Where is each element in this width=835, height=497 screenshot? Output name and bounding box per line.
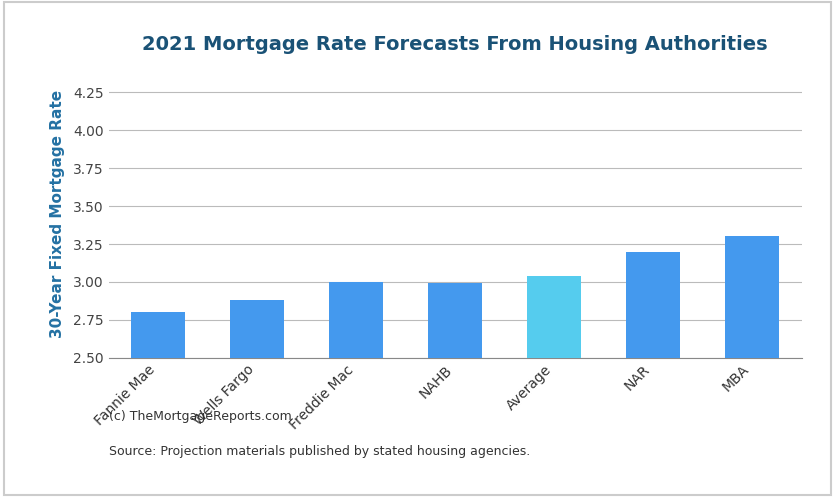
Bar xyxy=(230,300,284,497)
Y-axis label: 30-Year Fixed Mortgage Rate: 30-Year Fixed Mortgage Rate xyxy=(50,89,65,338)
Bar xyxy=(725,237,779,497)
Text: (c) TheMortgageReports.com: (c) TheMortgageReports.com xyxy=(109,410,291,423)
Bar xyxy=(527,276,581,497)
Bar xyxy=(626,251,681,497)
Text: Source: Projection materials published by stated housing agencies.: Source: Projection materials published b… xyxy=(109,445,529,458)
Bar xyxy=(428,283,483,497)
Bar xyxy=(131,312,185,497)
Title: 2021 Mortgage Rate Forecasts From Housing Authorities: 2021 Mortgage Rate Forecasts From Housin… xyxy=(142,35,768,54)
Bar xyxy=(329,282,383,497)
